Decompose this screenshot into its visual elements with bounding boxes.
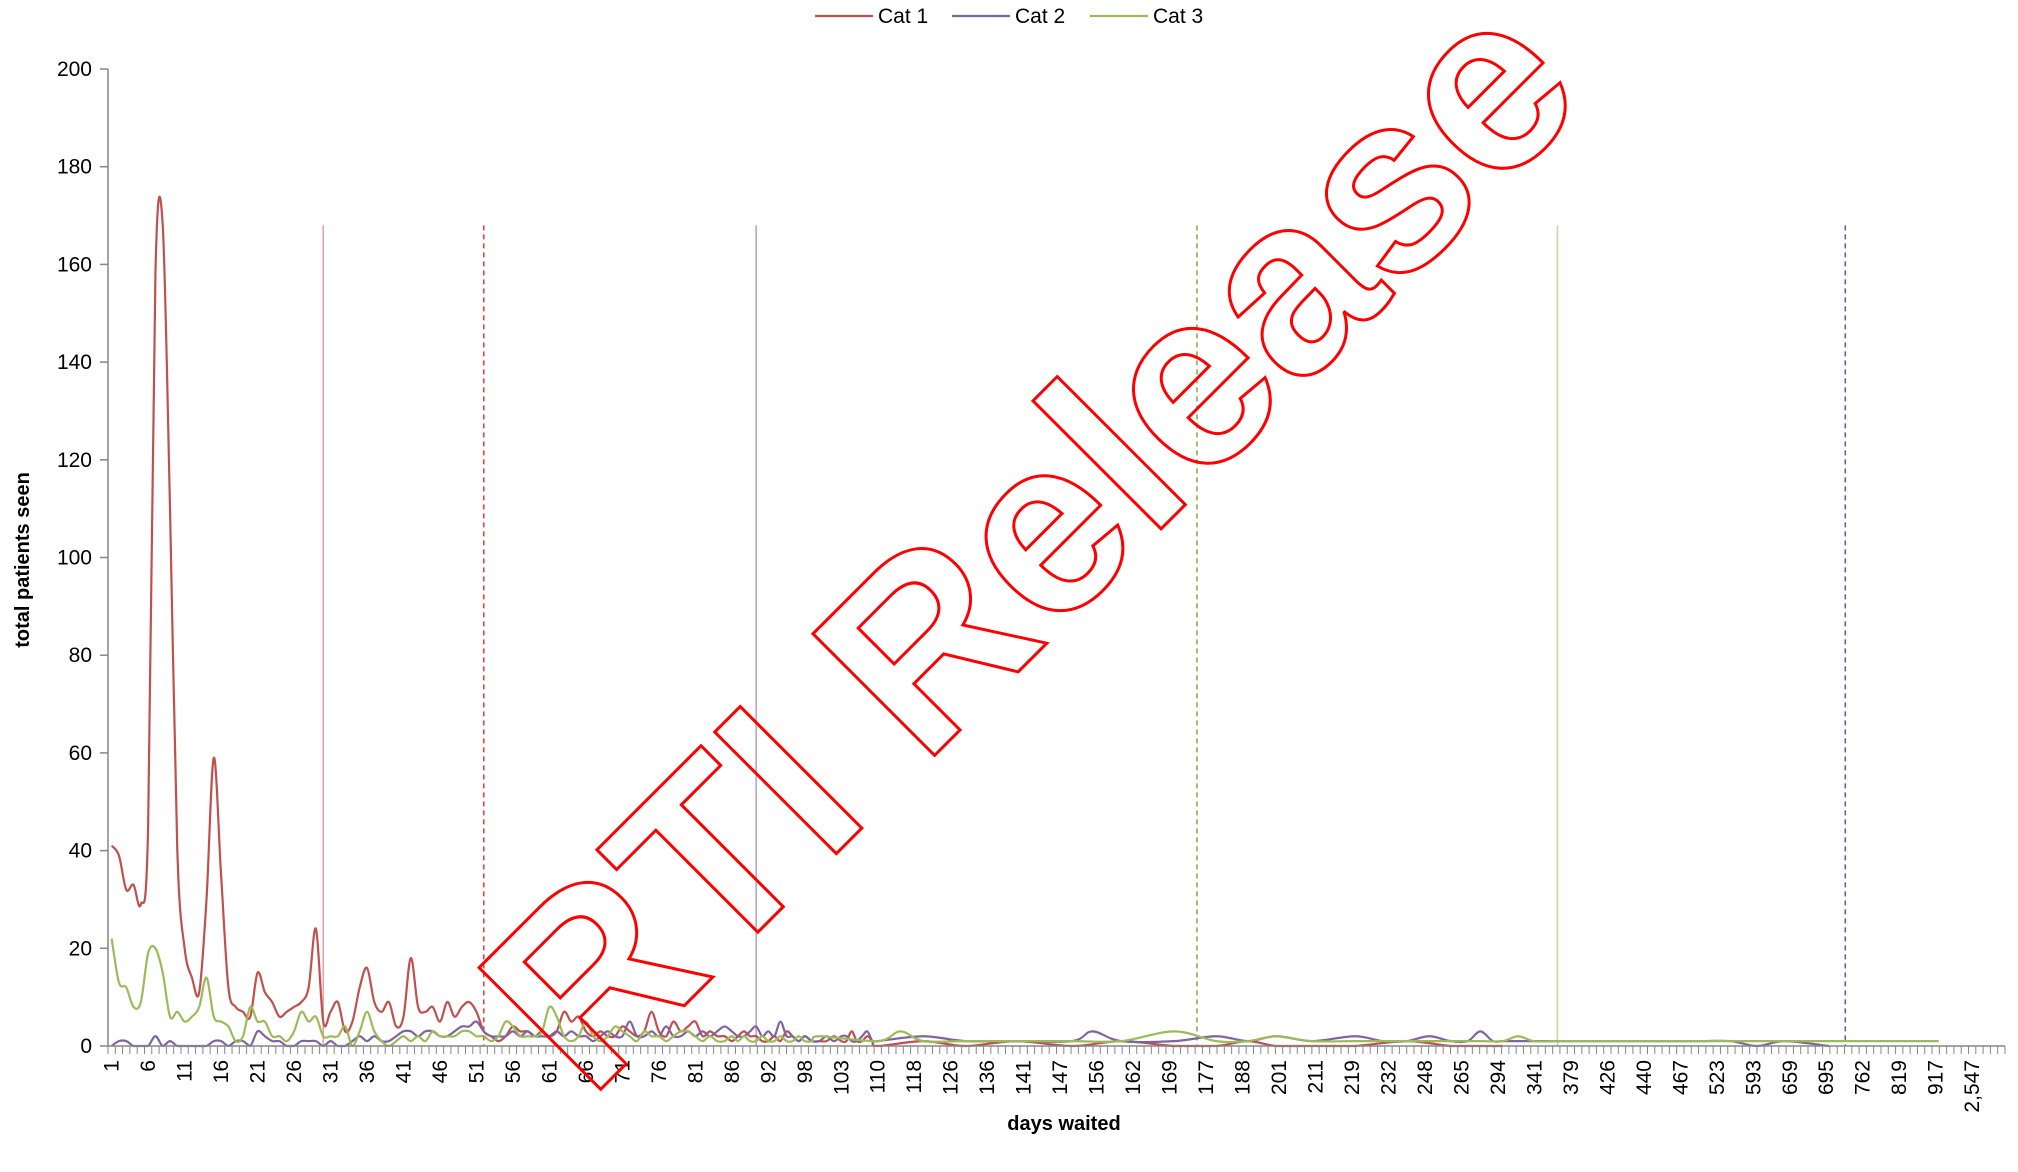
x-tick-label: 86: [721, 1060, 744, 1083]
series-line-cat-3: [110, 938, 1939, 1048]
x-tick-label: 147: [1049, 1060, 1072, 1095]
y-tick-label: 60: [69, 742, 92, 765]
x-tick-label: 92: [757, 1060, 780, 1083]
reference-lines: [322, 225, 1847, 1046]
y-tick-label: 100: [57, 547, 92, 570]
x-tick-label: 41: [392, 1060, 415, 1083]
x-tick-label: 379: [1560, 1060, 1583, 1095]
x-tick-label: 98: [794, 1060, 817, 1083]
x-tick-label: 16: [210, 1060, 233, 1083]
y-tick-label: 140: [57, 351, 92, 374]
x-tick-label: 467: [1669, 1060, 1692, 1095]
x-tick-label: 81: [684, 1060, 707, 1083]
x-tick-label: 51: [465, 1060, 488, 1083]
x-tick-label: 76: [648, 1060, 671, 1083]
x-tick-label: 426: [1596, 1060, 1619, 1095]
x-tick-label: 126: [940, 1060, 963, 1095]
y-tick-label: 160: [57, 253, 92, 276]
x-tick-label: 593: [1742, 1060, 1765, 1095]
x-axis-ticks: 1 6 11 16 21 26 31 36 41 46 51 56 61 66 71 76 81 86 92 98 10…: [101, 1046, 2006, 1113]
x-tick-label: 6: [137, 1060, 160, 1072]
x-tick-label: 71: [611, 1060, 634, 1083]
legend: Cat 1 Cat 2 Cat 3: [815, 5, 1203, 28]
x-tick-label: 440: [1633, 1060, 1656, 1095]
x-tick-label: 917: [1925, 1060, 1948, 1095]
x-tick-label: 162: [1122, 1060, 1145, 1095]
y-tick-label: 40: [69, 840, 92, 863]
x-tick-label: 11: [174, 1060, 197, 1082]
y-tick-label: 180: [57, 156, 92, 179]
x-tick-label: 136: [976, 1060, 999, 1095]
y-tick-label: 0: [80, 1035, 92, 1058]
x-axis-title: days waited: [1007, 1113, 1120, 1135]
x-tick-label: 819: [1888, 1060, 1911, 1095]
x-tick-label: 188: [1232, 1060, 1255, 1095]
y-axis-title: total patients seen: [12, 472, 34, 648]
x-tick-label: 232: [1377, 1060, 1400, 1095]
x-tick-label: 211: [1305, 1060, 1328, 1093]
x-tick-label: 156: [1086, 1060, 1109, 1095]
legend-label: Cat 1: [878, 5, 928, 28]
x-tick-label: 2,547: [1961, 1060, 1984, 1113]
x-tick-label: 56: [502, 1060, 525, 1083]
y-axis-ticks: 0 20 40 60 80 100 120 140 160 180 200: [57, 58, 108, 1058]
x-tick-label: 61: [538, 1060, 561, 1083]
y-tick-label: 200: [57, 58, 92, 81]
x-tick-label: 31: [320, 1060, 343, 1083]
x-tick-label: 523: [1706, 1060, 1729, 1095]
x-tick-label: 46: [429, 1060, 452, 1083]
x-tick-label: 110: [867, 1060, 890, 1093]
x-tick-label: 341: [1523, 1060, 1546, 1095]
legend-label: Cat 2: [1015, 5, 1065, 28]
series-lines: [110, 195, 1939, 1048]
x-tick-label: 695: [1815, 1060, 1838, 1095]
legend-label: Cat 3: [1153, 5, 1203, 28]
x-tick-label: 659: [1779, 1060, 1802, 1095]
x-tick-label: 201: [1268, 1060, 1291, 1095]
x-tick-label: 248: [1414, 1060, 1437, 1095]
x-tick-label: 177: [1195, 1060, 1218, 1095]
x-tick-label: 219: [1341, 1060, 1364, 1095]
watermark-text: RTI Release: [429, 0, 1629, 1139]
x-tick-label: 762: [1852, 1060, 1875, 1095]
y-tick-label: 20: [69, 937, 92, 960]
series-line-cat-2: [111, 1020, 1830, 1048]
x-tick-label: 1: [101, 1060, 124, 1072]
x-tick-label: 265: [1450, 1060, 1473, 1095]
y-tick-label: 120: [57, 449, 92, 472]
x-tick-label: 294: [1487, 1060, 1510, 1095]
x-tick-label: 141: [1013, 1060, 1036, 1095]
x-tick-label: 103: [830, 1060, 853, 1095]
x-tick-label: 118: [903, 1060, 926, 1093]
x-tick-label: 21: [247, 1060, 270, 1083]
x-tick-label: 169: [1159, 1060, 1182, 1095]
x-tick-label: 26: [283, 1060, 306, 1083]
x-tick-label: 66: [575, 1060, 598, 1083]
x-tick-label: 36: [356, 1060, 379, 1083]
y-tick-label: 80: [69, 644, 92, 667]
